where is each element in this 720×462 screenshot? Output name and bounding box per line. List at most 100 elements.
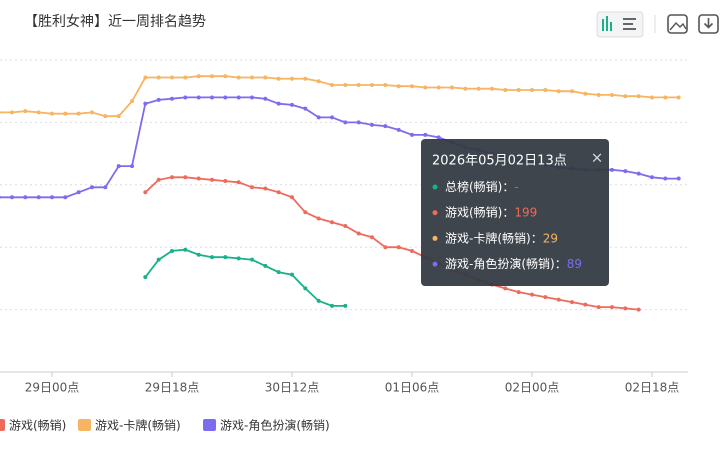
point [76, 111, 81, 116]
point [330, 303, 334, 308]
tooltip-dot [432, 261, 438, 267]
point [543, 295, 548, 300]
point [383, 124, 388, 129]
point [50, 195, 54, 200]
point [356, 231, 361, 236]
point [156, 97, 161, 102]
point [343, 303, 348, 308]
icon [623, 23, 633, 25]
point [156, 177, 161, 182]
point [263, 186, 268, 191]
x-tick-label: 29日00点 [25, 381, 80, 395]
point [223, 95, 228, 100]
point [370, 122, 374, 127]
point [356, 82, 361, 87]
point [196, 74, 201, 79]
tooltip-series-name: 游戏-角色扮演(畅销) [445, 256, 555, 271]
point [156, 257, 161, 262]
point [290, 272, 294, 277]
download-button[interactable] [698, 14, 719, 34]
tooltip-value: - [514, 180, 518, 194]
point [463, 86, 468, 91]
separator: ： [531, 231, 543, 245]
point [10, 195, 14, 200]
tooltip-value: 29 [543, 231, 558, 245]
point [236, 95, 241, 100]
point [583, 91, 588, 96]
point [370, 82, 374, 87]
series-line [144, 248, 346, 307]
icon [703, 18, 714, 29]
point [623, 169, 628, 174]
point [570, 89, 574, 94]
legend: 游戏(畅销) 游戏-卡牌(畅销) 游戏-角色扮演(畅销) [0, 418, 330, 433]
point [130, 164, 134, 169]
legend-label: 游戏-角色扮演(畅销) [220, 418, 330, 433]
point [196, 176, 201, 181]
point [170, 96, 174, 101]
point [36, 110, 41, 115]
point [490, 86, 494, 91]
point [663, 95, 668, 100]
separator: ： [502, 205, 514, 219]
x-tick-label: 30日12点 [265, 381, 320, 395]
legend-swatch [78, 419, 91, 431]
point [250, 257, 254, 262]
point [383, 245, 388, 250]
x-tick-label: 01日06点 [385, 381, 440, 395]
point [410, 132, 414, 137]
point [210, 255, 214, 260]
point [303, 76, 308, 81]
point [116, 164, 121, 169]
legend-label: 游戏(畅销) [9, 419, 66, 433]
point [396, 84, 401, 89]
point [90, 185, 94, 190]
tooltip-series-name: 游戏(畅销) [445, 205, 502, 219]
tooltip-dot [432, 184, 438, 190]
chart-title: 【胜利女神】近一周排名趋势 [24, 13, 206, 30]
point [330, 82, 334, 87]
tooltip-close[interactable]: × [591, 149, 604, 167]
point [530, 87, 534, 92]
tooltip-dot [432, 210, 438, 216]
tooltip-box [421, 139, 609, 286]
point [276, 76, 281, 81]
point [316, 216, 321, 221]
legend-swatch [203, 419, 216, 431]
point [170, 75, 174, 80]
point [396, 127, 401, 132]
point [263, 263, 268, 268]
point [0, 195, 1, 199]
tooltip-item: 游戏(畅销)：199 [445, 205, 537, 219]
point [236, 75, 241, 80]
point [636, 171, 641, 176]
x-tick-label: 02日18点 [625, 381, 680, 395]
tooltip-series-name: 游戏-卡牌(畅销) [445, 231, 531, 245]
tooltip-item: 游戏-卡牌(畅销)：29 [445, 231, 558, 245]
point [276, 270, 281, 275]
point [183, 75, 188, 80]
point [50, 111, 54, 116]
point [210, 74, 214, 79]
separator: ： [555, 257, 567, 271]
point [436, 85, 441, 90]
icon [669, 21, 687, 31]
point [143, 101, 148, 106]
tooltip-item: 总榜(畅销)：- [445, 179, 519, 194]
point [370, 235, 374, 240]
toolbar [596, 11, 719, 38]
point [170, 175, 174, 180]
point [236, 180, 241, 185]
image-button[interactable] [667, 14, 688, 34]
point [316, 79, 321, 84]
legend-swatch [0, 419, 5, 431]
tooltip-value: 89 [567, 257, 582, 271]
point [290, 76, 294, 81]
tooltip-dot [432, 235, 438, 241]
point [623, 306, 628, 311]
point [450, 85, 454, 90]
point [423, 132, 428, 137]
point [343, 120, 348, 125]
point [596, 92, 601, 97]
point [143, 190, 148, 195]
